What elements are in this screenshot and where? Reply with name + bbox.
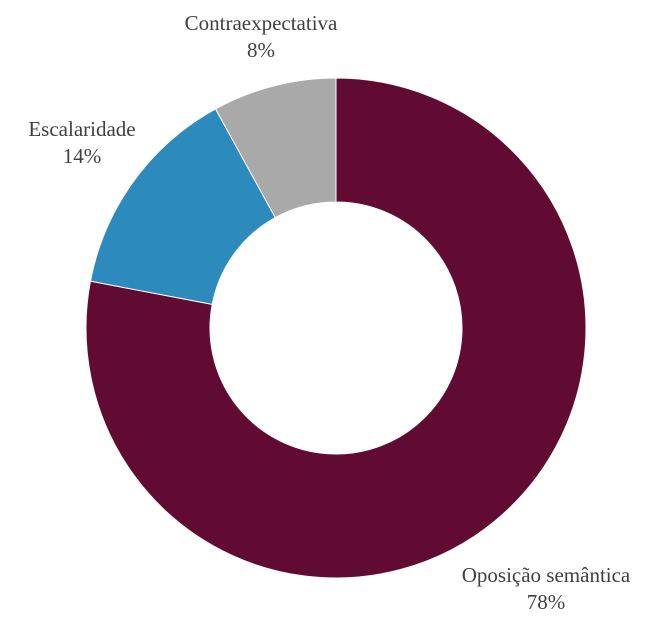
label-escalaridade-name: Escalaridade (28, 117, 136, 141)
slice-escalaridade (89, 108, 276, 305)
label-oposicao-semantica: Oposição semântica 78% (440, 562, 652, 616)
label-contraexpectativa: Contraexpectativa 8% (158, 10, 364, 64)
slice-contraexpectativa (214, 77, 337, 219)
label-contraexpectativa-value: 8% (247, 38, 275, 62)
slice-oposicao-semantica (85, 77, 587, 579)
label-oposicao-semantica-value: 78% (526, 590, 566, 614)
label-escalaridade: Escalaridade 14% (0, 116, 164, 170)
label-contraexpectativa-name: Contraexpectativa (184, 11, 338, 35)
label-escalaridade-value: 14% (62, 144, 102, 168)
label-oposicao-semantica-name: Oposição semântica (461, 563, 631, 587)
